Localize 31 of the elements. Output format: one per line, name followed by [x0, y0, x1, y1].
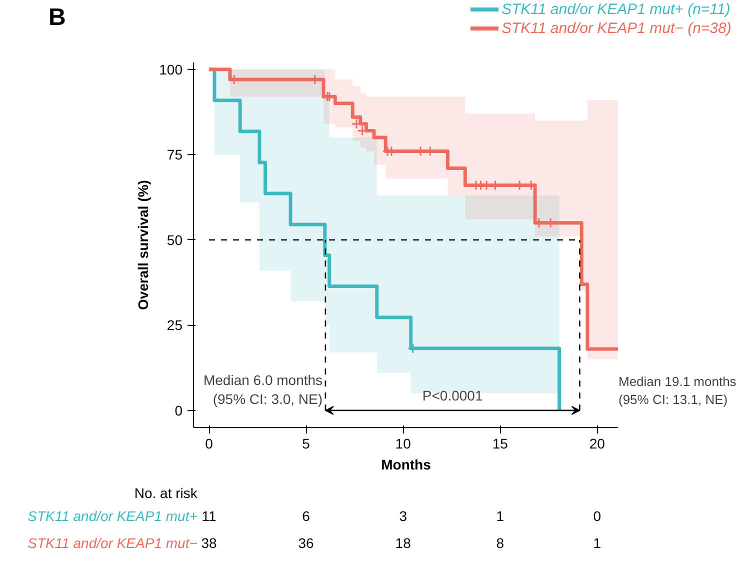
y-tick-label: 25 — [166, 317, 183, 334]
chart-title: B — [48, 4, 66, 31]
y-tick-label: 75 — [166, 146, 183, 163]
x-axis-title: Months — [381, 456, 432, 472]
text: 11 — [202, 508, 217, 524]
text: No. at risk — [134, 485, 198, 502]
text: 38 — [201, 535, 218, 552]
x-tick-label: 20 — [589, 436, 606, 452]
legend-label: STK11 and/or KEAP1 mut− (n=38) — [502, 20, 732, 37]
x-tick-label: 0 — [205, 436, 214, 452]
y-axis-title: Overall survival (%) — [135, 180, 152, 310]
y-tick-label: 100 — [159, 61, 183, 78]
text: 3 — [399, 508, 408, 524]
text: 0 — [593, 508, 602, 524]
annotation: Median 19.1 months (95% CI: 13.1, NE) — [618, 374, 737, 408]
x-tick-label: 10 — [395, 436, 412, 452]
y-tick-label: 0 — [174, 402, 183, 418]
text: STK11 and/or KEAP1 mut+ — [28, 508, 198, 524]
text: 18 — [395, 535, 412, 552]
text: STK11 and/or KEAP1 mut− — [28, 535, 198, 552]
text: 8 — [496, 535, 504, 552]
annotation: P<0.0001 — [422, 388, 483, 404]
x-tick-label: 5 — [302, 436, 310, 452]
text: 1 — [593, 535, 602, 552]
text: 6 — [302, 508, 310, 524]
x-tick-label: 15 — [492, 436, 508, 452]
y-tick-label: 50 — [166, 232, 183, 248]
legend-label: STK11 and/or KEAP1 mut+ (n=11) — [502, 1, 730, 18]
text: 1 — [496, 508, 504, 524]
annotation: Median 6.0 months (95% CI: 3.0, NE) — [203, 372, 323, 408]
text: 36 — [298, 535, 314, 552]
